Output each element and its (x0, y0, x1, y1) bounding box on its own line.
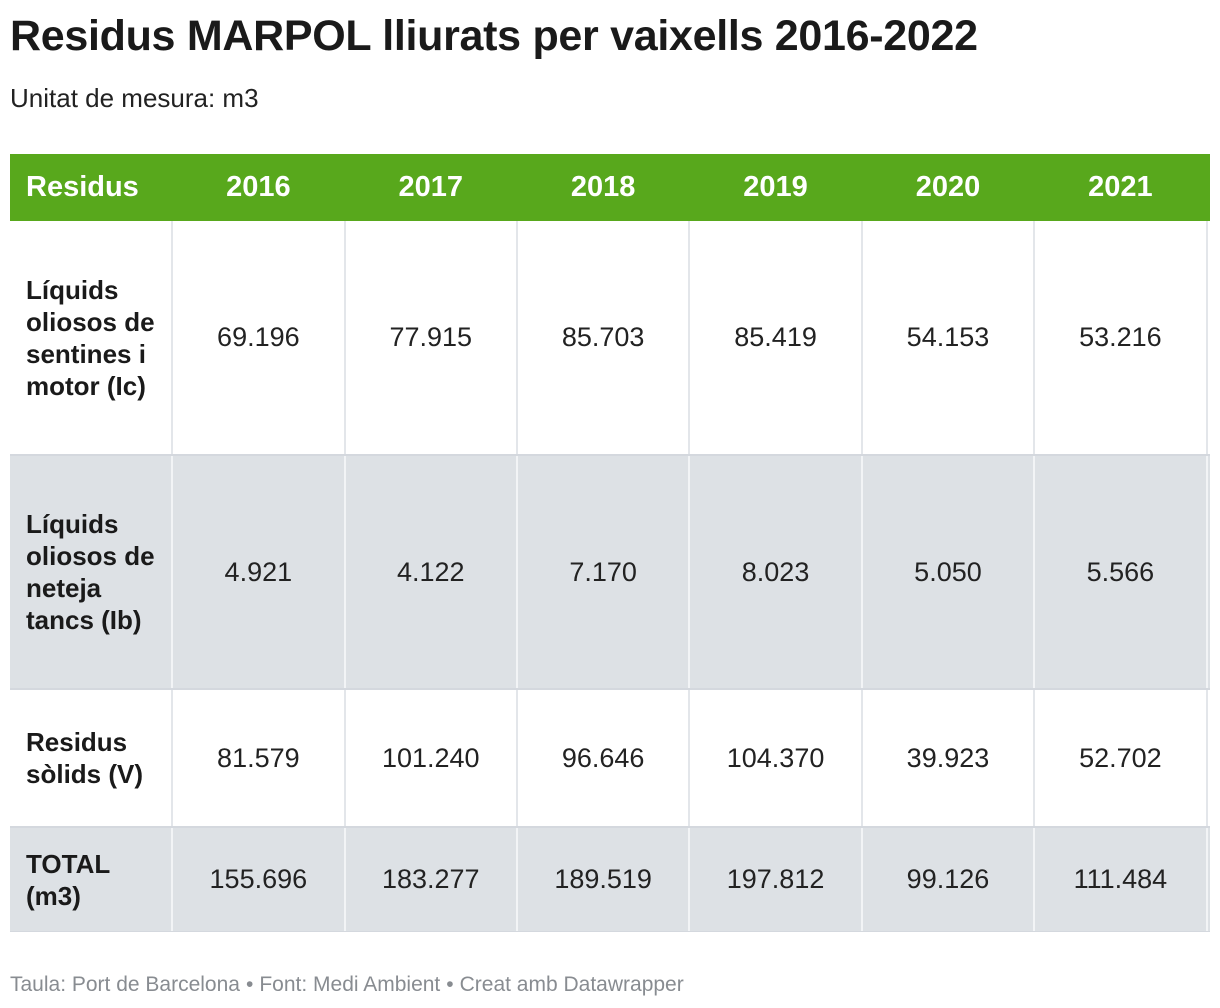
column-header-year[interactable]: 2018 (516, 154, 690, 221)
footer-credit-link[interactable]: Creat amb Datawrapper (459, 973, 684, 996)
table-cell: 39.923 (861, 689, 1036, 828)
chart-subtitle: Unitat de mesura: m3 (10, 83, 259, 113)
table-row: Líquids oliosos de sentines i motor (Ic)… (10, 221, 1210, 456)
table-cell: 10 (1206, 689, 1210, 828)
table-cell: 7.170 (516, 455, 691, 690)
chart-title: Residus MARPOL lliurats per vaixells 201… (10, 12, 978, 60)
footer-table-label: Taula: Port de Barcelona (10, 973, 240, 996)
footer-source: Font: Medi Ambient (259, 973, 441, 996)
table-row: Líquids oliosos de neteja tancs (Ib) 4.9… (10, 455, 1210, 690)
table-cell: 81.579 (172, 689, 346, 828)
table-cell: 5.566 (1034, 455, 1208, 690)
table-cell: 5.050 (861, 455, 1036, 690)
table-cell: 197.812 (689, 827, 863, 932)
table-cell: 77.915 (344, 221, 518, 456)
table-cell: 17 (1206, 827, 1210, 932)
table-cell: 111.484 (1034, 827, 1208, 932)
table-cell: 101.240 (344, 689, 518, 828)
table-cell: 69.196 (172, 221, 346, 456)
footer-separator: • (245, 973, 254, 996)
row-label: Residus sòlids (V) (10, 689, 174, 828)
table-cell: 96.646 (516, 689, 691, 828)
table-cell: 6 (1206, 221, 1210, 456)
table-cell: 8.023 (689, 455, 863, 690)
column-header-year[interactable]: 2017 (344, 154, 518, 221)
column-header-year[interactable]: 2016 (172, 154, 346, 221)
row-label: TOTAL (m3) (10, 827, 174, 932)
column-header-residus[interactable]: Residus (10, 154, 173, 221)
table-cell: 155.696 (172, 827, 346, 932)
column-header-year[interactable]: 2020 (861, 154, 1035, 221)
table-row: Residus sòlids (V) 81.579 101.240 96.646… (10, 689, 1210, 828)
footer-separator: • (446, 973, 454, 996)
table-cell: 99.126 (861, 827, 1036, 932)
table-cell: 4.122 (344, 455, 518, 690)
table-cell: 183.277 (344, 827, 518, 932)
column-header-year[interactable]: 2022 (1206, 154, 1210, 221)
table-cell: 52.702 (1034, 689, 1208, 828)
row-label: Líquids oliosos de sentines i motor (Ic) (10, 221, 174, 456)
data-table-container[interactable]: Residus 2016 2017 2018 2019 2020 2021 20… (10, 154, 1210, 932)
table-cell: 53.216 (1034, 221, 1208, 456)
table-cell: 54.153 (861, 221, 1036, 456)
table-header-row: Residus 2016 2017 2018 2019 2020 2021 20… (10, 154, 1210, 221)
table-cell (1206, 455, 1210, 690)
row-label: Líquids oliosos de neteja tancs (Ib) (10, 455, 174, 690)
table-cell: 85.419 (689, 221, 863, 456)
table-cell: 104.370 (689, 689, 863, 828)
table-cell: 189.519 (516, 827, 691, 932)
table-cell: 85.703 (516, 221, 691, 456)
column-header-year[interactable]: 2021 (1034, 154, 1208, 221)
data-table: Residus 2016 2017 2018 2019 2020 2021 20… (10, 154, 1210, 932)
table-cell: 4.921 (172, 455, 346, 690)
chart-footer: Taula: Port de Barcelona • Font: Medi Ambi… (10, 972, 684, 998)
table-row: TOTAL (m3) 155.696 183.277 189.519 197.8… (10, 827, 1210, 932)
column-header-year[interactable]: 2019 (689, 154, 863, 221)
